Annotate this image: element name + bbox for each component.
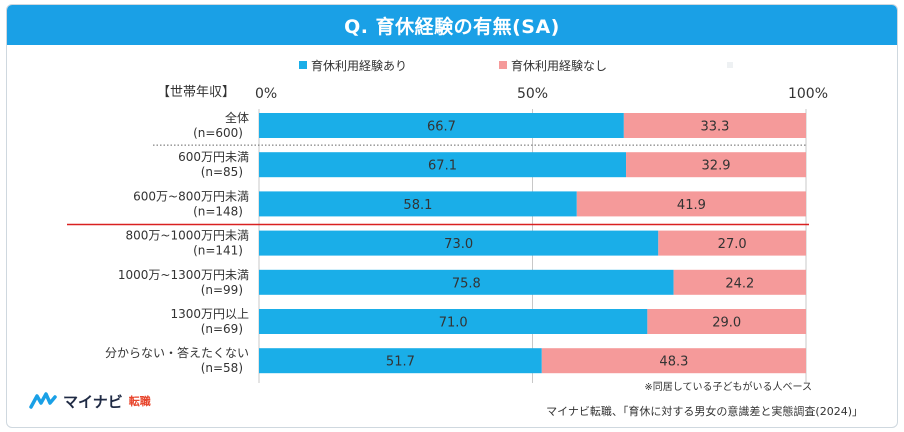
legend-swatch-2 xyxy=(499,61,507,69)
bar-row1-series2 xyxy=(623,113,806,138)
tick-label-100: 100% xyxy=(788,86,828,102)
bar-row3-series2 xyxy=(576,191,806,217)
bar-row1-series1 xyxy=(259,113,624,138)
legend-swatch-blank xyxy=(727,62,733,68)
category-label-2: 600万円未満 xyxy=(178,150,249,164)
category-label-5: 1000万~1300万円未満 xyxy=(118,268,249,282)
legend-swatch-1 xyxy=(299,61,307,69)
axis-title: 【世帯年収】 xyxy=(157,85,235,100)
data-label-row5-series2: 24.2 xyxy=(725,276,754,291)
tick-label-0: 0% xyxy=(255,86,277,102)
source-citation: マイナビ転職、「育休に対する男女の意識差と実態調査(2024)」 xyxy=(546,405,863,418)
data-label-row4-series2: 27.0 xyxy=(718,237,747,252)
bar-row6-series2 xyxy=(647,309,806,334)
data-label-row6-series1: 71.0 xyxy=(439,316,468,331)
bar-row2-series1 xyxy=(259,152,627,178)
data-label-row3-series1: 58.1 xyxy=(403,198,432,213)
bar-row5-series2 xyxy=(673,269,806,295)
category-label-7: 分からない・答えたくない xyxy=(105,345,249,360)
legend-label-2: 育休利用経験なし xyxy=(511,58,607,73)
category-n-1: (n=600) xyxy=(193,126,243,140)
bar-row7-series1 xyxy=(259,348,542,374)
chart-title-text: Q. 育休経験の有無(SA) xyxy=(344,15,560,38)
bar-row6-series1 xyxy=(259,309,648,334)
data-label-row3-series2: 41.9 xyxy=(677,198,706,213)
base-note: ※同居している子どもがいる人ベース xyxy=(644,380,812,393)
category-label-4: 800万~1000万円未満 xyxy=(126,229,250,243)
category-n-7: (n=58) xyxy=(201,361,243,375)
bar-row4-series2 xyxy=(658,230,806,256)
chart-title: Q. 育休経験の有無(SA) xyxy=(7,5,897,45)
tick-label-50: 50% xyxy=(517,86,548,102)
legend-label-1: 育休利用経験あり xyxy=(311,58,407,73)
data-label-row2-series1: 67.1 xyxy=(428,159,457,174)
data-label-row1-series1: 66.7 xyxy=(427,120,456,135)
data-label-row1-series2: 33.3 xyxy=(700,120,729,135)
chart-frame: Q. 育休経験の有無(SA) 育休利用経験あり 育休利用経験なし【世帯年収】 0% 5… xyxy=(6,4,898,428)
category-n-3: (n=148) xyxy=(193,204,243,218)
category-n-6: (n=69) xyxy=(201,322,243,336)
category-n-4: (n=141) xyxy=(193,244,243,258)
data-label-row6-series2: 29.0 xyxy=(712,316,741,331)
category-n-2: (n=85) xyxy=(201,165,243,179)
category-label-6: 1300万円以上 xyxy=(170,307,249,321)
data-label-row7-series2: 48.3 xyxy=(659,355,688,370)
category-label-3: 600万~800万円未満 xyxy=(133,189,249,203)
data-label-row2-series2: 32.9 xyxy=(702,159,731,174)
mynavi-logo: マイナビ 転職 xyxy=(29,389,151,413)
data-label-row4-series1: 73.0 xyxy=(444,237,473,252)
data-label-row7-series1: 51.7 xyxy=(386,355,415,370)
bar-row3-series1 xyxy=(259,191,577,217)
bar-row7-series2 xyxy=(541,348,806,374)
logo-text: マイナビ xyxy=(63,392,123,411)
bar-row5-series1 xyxy=(259,269,674,295)
bar-row2-series2 xyxy=(626,152,806,178)
stacked-bar-chart: 育休利用経験あり 育休利用経験なし【世帯年収】 0% 50% 100% 66.7 33.3 全… xyxy=(67,58,828,393)
data-label-row5-series1: 75.8 xyxy=(452,276,481,291)
category-n-5: (n=99) xyxy=(201,283,243,297)
logo-sub-text: 転職 xyxy=(128,395,151,408)
mynavi-logo-icon xyxy=(29,392,57,409)
category-label-1: 全体 xyxy=(225,110,249,125)
bar-row4-series1 xyxy=(259,230,659,256)
